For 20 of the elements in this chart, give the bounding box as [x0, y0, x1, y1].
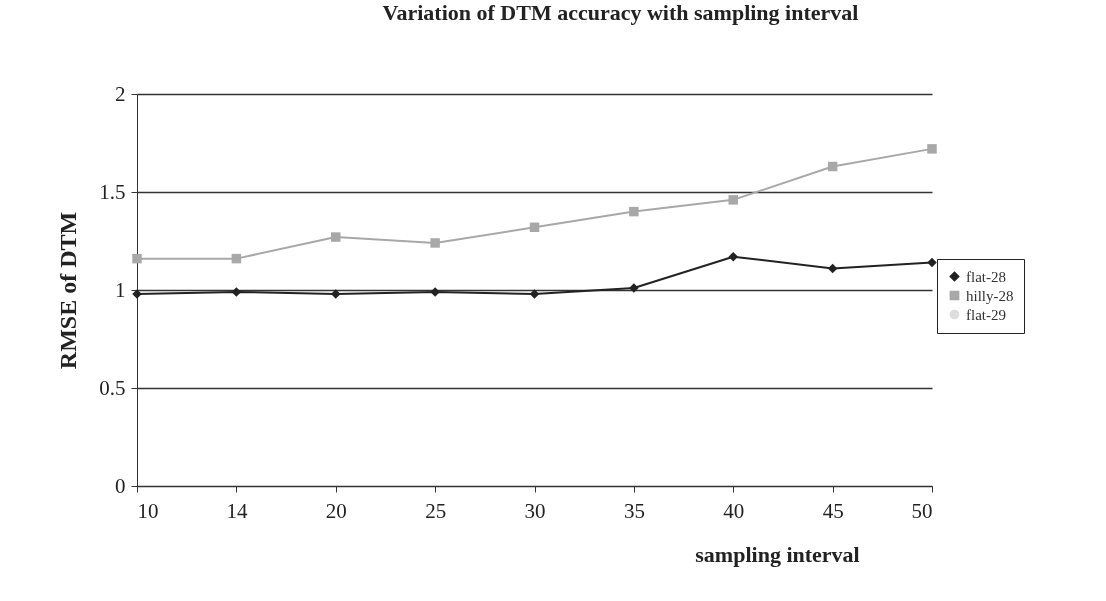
x-tick-label: 35: [623, 498, 645, 523]
legend-label: hilly-28: [966, 287, 1014, 304]
y-tick-label: 2: [115, 81, 126, 106]
x-tick-label: 30: [524, 498, 546, 523]
x-tick-label: 14: [226, 498, 248, 523]
y-tick-label: 1: [115, 277, 126, 302]
y-tick-label: 0.5: [99, 375, 126, 400]
x-axis-title: sampling interval: [695, 541, 860, 567]
y-tick-label: 0: [115, 473, 126, 498]
legend-label: flat-29: [966, 306, 1006, 323]
x-tick-label: 10: [137, 498, 159, 523]
x-tick-label: 50: [911, 498, 933, 523]
y-axis-title: RMSE of DTM: [55, 211, 82, 370]
x-tick-label: 45: [822, 498, 844, 523]
chart-title: Variation of DTM accuracy with sampling interval: [382, 0, 859, 25]
x-tick-label: 20: [325, 498, 347, 523]
x-tick-label: 40: [723, 498, 745, 523]
legend-label: flat-28: [966, 268, 1006, 285]
y-tick-label: 1.5: [99, 179, 126, 204]
x-tick-label: 25: [425, 498, 447, 523]
